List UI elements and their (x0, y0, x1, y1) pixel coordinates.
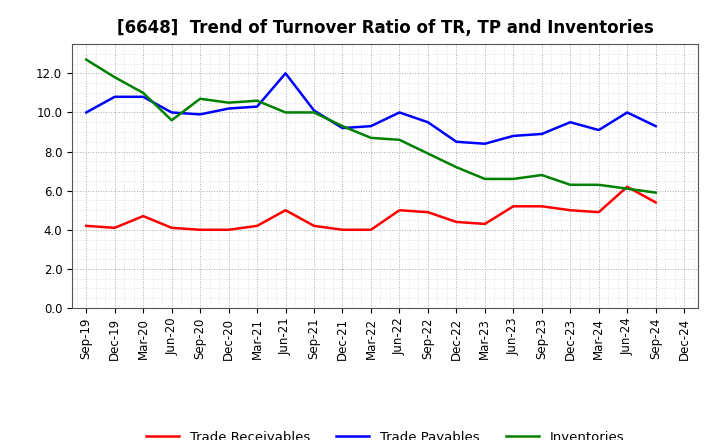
Trade Receivables (395, 208, 404, 213)
Trade Payables (282, 71, 290, 76)
Inventories (253, 98, 261, 103)
Inventories (139, 90, 148, 95)
Trade Payables (253, 104, 261, 109)
Trade Receivables (167, 225, 176, 231)
Trade Payables (652, 124, 660, 129)
Trade Receivables (139, 213, 148, 219)
Inventories (623, 186, 631, 191)
Inventories (310, 110, 318, 115)
Trade Payables (338, 125, 347, 131)
Inventories (366, 135, 375, 140)
Inventories (395, 137, 404, 143)
Trade Receivables (452, 219, 461, 224)
Inventories (225, 100, 233, 105)
Line: Trade Payables: Trade Payables (86, 73, 656, 144)
Trade Receivables (253, 223, 261, 228)
Inventories (338, 124, 347, 129)
Trade Payables (623, 110, 631, 115)
Trade Payables (423, 120, 432, 125)
Trade Receivables (595, 209, 603, 215)
Trade Payables (310, 108, 318, 113)
Trade Payables (366, 124, 375, 129)
Trade Payables (167, 110, 176, 115)
Line: Trade Receivables: Trade Receivables (86, 187, 656, 230)
Trade Receivables (537, 204, 546, 209)
Trade Receivables (480, 221, 489, 227)
Trade Payables (480, 141, 489, 147)
Trade Payables (139, 94, 148, 99)
Inventories (110, 75, 119, 80)
Inventories (652, 190, 660, 195)
Trade Receivables (623, 184, 631, 189)
Trade Receivables (423, 209, 432, 215)
Inventories (480, 176, 489, 182)
Trade Receivables (338, 227, 347, 232)
Inventories (282, 110, 290, 115)
Trade Payables (196, 112, 204, 117)
Inventories (167, 117, 176, 123)
Trade Receivables (196, 227, 204, 232)
Trade Payables (566, 120, 575, 125)
Trade Receivables (566, 208, 575, 213)
Trade Payables (452, 139, 461, 144)
Trade Payables (537, 131, 546, 136)
Trade Receivables (366, 227, 375, 232)
Trade Receivables (509, 204, 518, 209)
Trade Receivables (310, 223, 318, 228)
Trade Receivables (225, 227, 233, 232)
Inventories (566, 182, 575, 187)
Trade Payables (595, 128, 603, 133)
Trade Payables (82, 110, 91, 115)
Trade Receivables (110, 225, 119, 231)
Line: Inventories: Inventories (86, 60, 656, 193)
Trade Payables (395, 110, 404, 115)
Trade Receivables (82, 223, 91, 228)
Trade Receivables (652, 200, 660, 205)
Inventories (537, 172, 546, 178)
Trade Receivables (282, 208, 290, 213)
Legend: Trade Receivables, Trade Payables, Inventories: Trade Receivables, Trade Payables, Inven… (141, 425, 629, 440)
Inventories (423, 151, 432, 156)
Inventories (452, 165, 461, 170)
Inventories (595, 182, 603, 187)
Inventories (82, 57, 91, 62)
Trade Payables (110, 94, 119, 99)
Trade Payables (509, 133, 518, 139)
Inventories (509, 176, 518, 182)
Inventories (196, 96, 204, 101)
Trade Payables (225, 106, 233, 111)
Title: [6648]  Trend of Turnover Ratio of TR, TP and Inventories: [6648] Trend of Turnover Ratio of TR, TP… (117, 19, 654, 37)
